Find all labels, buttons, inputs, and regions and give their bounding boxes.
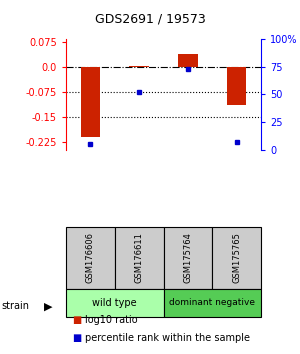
Text: percentile rank within the sample: percentile rank within the sample xyxy=(85,333,250,343)
Text: GSM176611: GSM176611 xyxy=(135,232,144,283)
Bar xyxy=(81,67,100,137)
Bar xyxy=(66,227,115,289)
Text: ▶: ▶ xyxy=(44,301,52,311)
Text: ■: ■ xyxy=(72,333,81,343)
Text: GSM175764: GSM175764 xyxy=(183,232,192,283)
Bar xyxy=(178,54,198,67)
Text: strain: strain xyxy=(2,301,29,311)
Text: wild type: wild type xyxy=(92,298,137,308)
Bar xyxy=(66,289,164,317)
Text: log10 ratio: log10 ratio xyxy=(85,315,138,325)
Text: GSM175765: GSM175765 xyxy=(232,232,241,283)
Bar xyxy=(164,289,261,317)
Bar xyxy=(164,227,212,289)
Text: GDS2691 / 19573: GDS2691 / 19573 xyxy=(94,12,206,25)
Bar xyxy=(227,67,246,105)
Text: ■: ■ xyxy=(72,315,81,325)
Bar xyxy=(212,227,261,289)
Text: GSM176606: GSM176606 xyxy=(86,232,95,283)
Bar xyxy=(115,227,164,289)
Text: dominant negative: dominant negative xyxy=(169,298,255,307)
